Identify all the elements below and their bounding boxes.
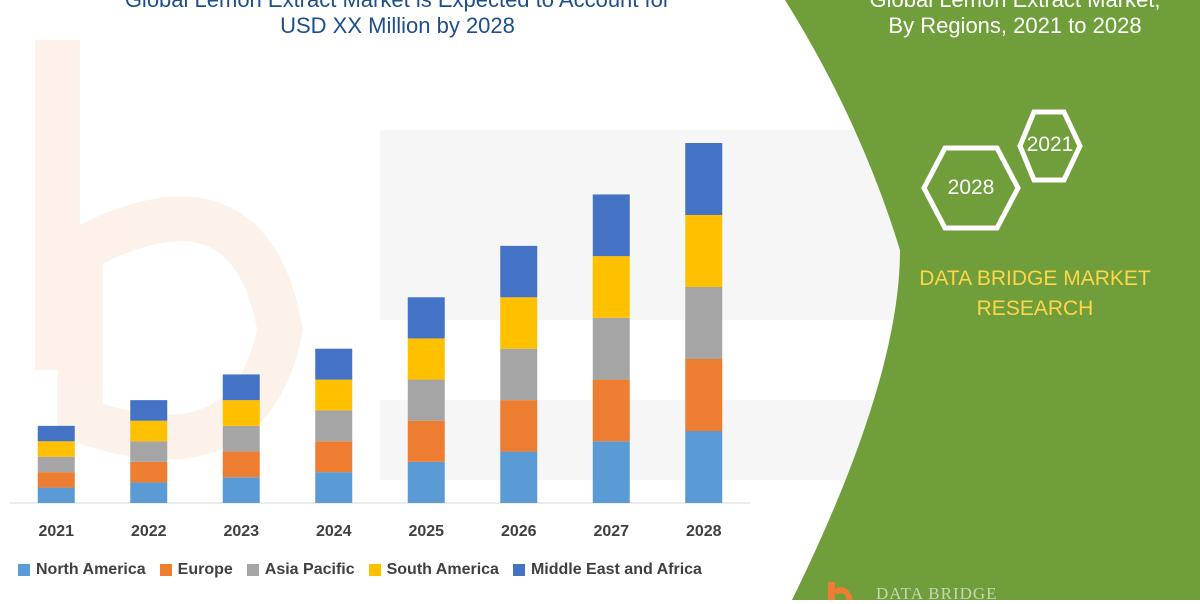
- bar-segment-2021-north-america: [37, 487, 75, 503]
- x-tick-label: 2024: [316, 523, 352, 540]
- legend-item: Middle East and Africa: [512, 561, 702, 579]
- bar-segment-2023-middle-east-and-africa: [222, 374, 260, 401]
- bar-segment-2022-north-america: [130, 482, 168, 503]
- bar-segment-2024-europe: [315, 441, 353, 473]
- bar-segment-2026-europe: [500, 400, 538, 452]
- legend-item: North America: [18, 561, 146, 579]
- bar-segment-2021-asia-pacific: [37, 456, 75, 473]
- bar-segment-2025-north-america: [407, 461, 445, 503]
- brand-name-line1: DATA BRIDGE MARKET: [919, 267, 1151, 290]
- stacked-bar-chart: 2021 2022 2023 2024 2025 2026 2027 2028: [10, 143, 750, 540]
- bar-segment-2025-south-america: [407, 338, 445, 380]
- bar-segment-2026-south-america: [500, 297, 538, 349]
- bar-segment-2024-asia-pacific: [315, 410, 353, 442]
- bar-segment-2025-europe: [407, 420, 445, 462]
- x-tick-label: 2022: [131, 523, 167, 540]
- bar-segment-2026-asia-pacific: [500, 348, 538, 401]
- bar-segment-2028-north-america: [685, 431, 723, 503]
- chart-title-line1: Global Lemon Extract Market is Expected …: [70, 0, 725, 14]
- bar-segment-2025-middle-east-and-africa: [407, 297, 445, 339]
- side-title-line1: Global Lemon Extract Market,: [835, 0, 1195, 14]
- legend-item: Europe: [159, 561, 233, 579]
- hexagon-2021-icon: [1017, 109, 1083, 183]
- bar-segment-2022-europe: [130, 461, 168, 483]
- legend-label: Middle East and Africa: [530, 561, 702, 578]
- bar-segment-2027-middle-east-and-africa: [592, 194, 630, 257]
- legend-label: North America: [36, 561, 146, 578]
- bar-segment-2021-middle-east-and-africa: [37, 425, 75, 442]
- legend-item: South America: [368, 561, 499, 579]
- bar-segment-2028-south-america: [685, 215, 723, 287]
- brand-name-line2: RESEARCH: [976, 297, 1094, 320]
- legend-swatch: [18, 564, 30, 576]
- chart-title-line2: USD XX Million by 2028: [280, 13, 515, 38]
- bar-segment-2024-south-america: [315, 379, 353, 411]
- bar-segment-2022-middle-east-and-africa: [130, 400, 168, 421]
- bar-segment-2023-south-america: [222, 400, 260, 426]
- bar-segment-2023-north-america: [222, 477, 260, 503]
- bar-segment-2026-middle-east-and-africa: [500, 245, 538, 298]
- bar-segment-2028-middle-east-and-africa: [685, 143, 723, 215]
- hexagon-2028-label: 2028: [947, 176, 995, 199]
- bar-segment-2022-south-america: [130, 420, 168, 442]
- hexagon-2028-icon: [921, 145, 1021, 231]
- bar-segment-2028-asia-pacific: [685, 287, 723, 359]
- bar-segment-2021-south-america: [37, 441, 75, 457]
- chart-legend: North America Europe Asia Pacific South Ame…: [18, 558, 702, 582]
- bar-segment-2027-europe: [592, 379, 630, 442]
- x-tick-label: 2027: [593, 523, 629, 540]
- side-title-line2: By Regions, 2021 to 2028: [888, 13, 1142, 38]
- bar-segment-2026-north-america: [500, 451, 538, 503]
- legend-label: Asia Pacific: [264, 561, 355, 578]
- x-tick-label: 2028: [686, 523, 722, 540]
- bar-segment-2024-north-america: [315, 472, 353, 503]
- footer-logo-icon: [828, 582, 853, 600]
- bar-segment-2021-europe: [37, 472, 75, 488]
- bar-segment-2025-asia-pacific: [407, 379, 445, 421]
- legend-swatch: [368, 564, 381, 576]
- footer-brand-text: DATA BRIDGE: [876, 584, 998, 603]
- bar-segment-2027-south-america: [592, 256, 630, 318]
- legend-label: Europe: [177, 561, 233, 578]
- bar-segment-2023-asia-pacific: [222, 425, 260, 452]
- bar-segment-2022-asia-pacific: [130, 441, 168, 462]
- bar-segment-2028-europe: [685, 359, 723, 431]
- x-tick-label: 2025: [408, 523, 444, 540]
- legend-swatch: [512, 564, 525, 576]
- x-tick-label: 2021: [38, 523, 74, 540]
- legend-label: South America: [386, 561, 499, 578]
- bar-segment-2023-europe: [222, 451, 260, 478]
- bar-segment-2027-asia-pacific: [592, 317, 630, 380]
- hexagon-2021-label: 2021: [1026, 133, 1074, 156]
- bar-segment-2027-north-america: [592, 441, 630, 503]
- legend-item: Asia Pacific: [246, 561, 355, 579]
- legend-swatch: [159, 564, 172, 576]
- legend-swatch: [246, 564, 259, 576]
- x-tick-label: 2026: [501, 523, 537, 540]
- bar-segment-2024-middle-east-and-africa: [315, 348, 353, 380]
- green-panel: [785, 0, 1200, 600]
- x-tick-label: 2023: [223, 523, 259, 540]
